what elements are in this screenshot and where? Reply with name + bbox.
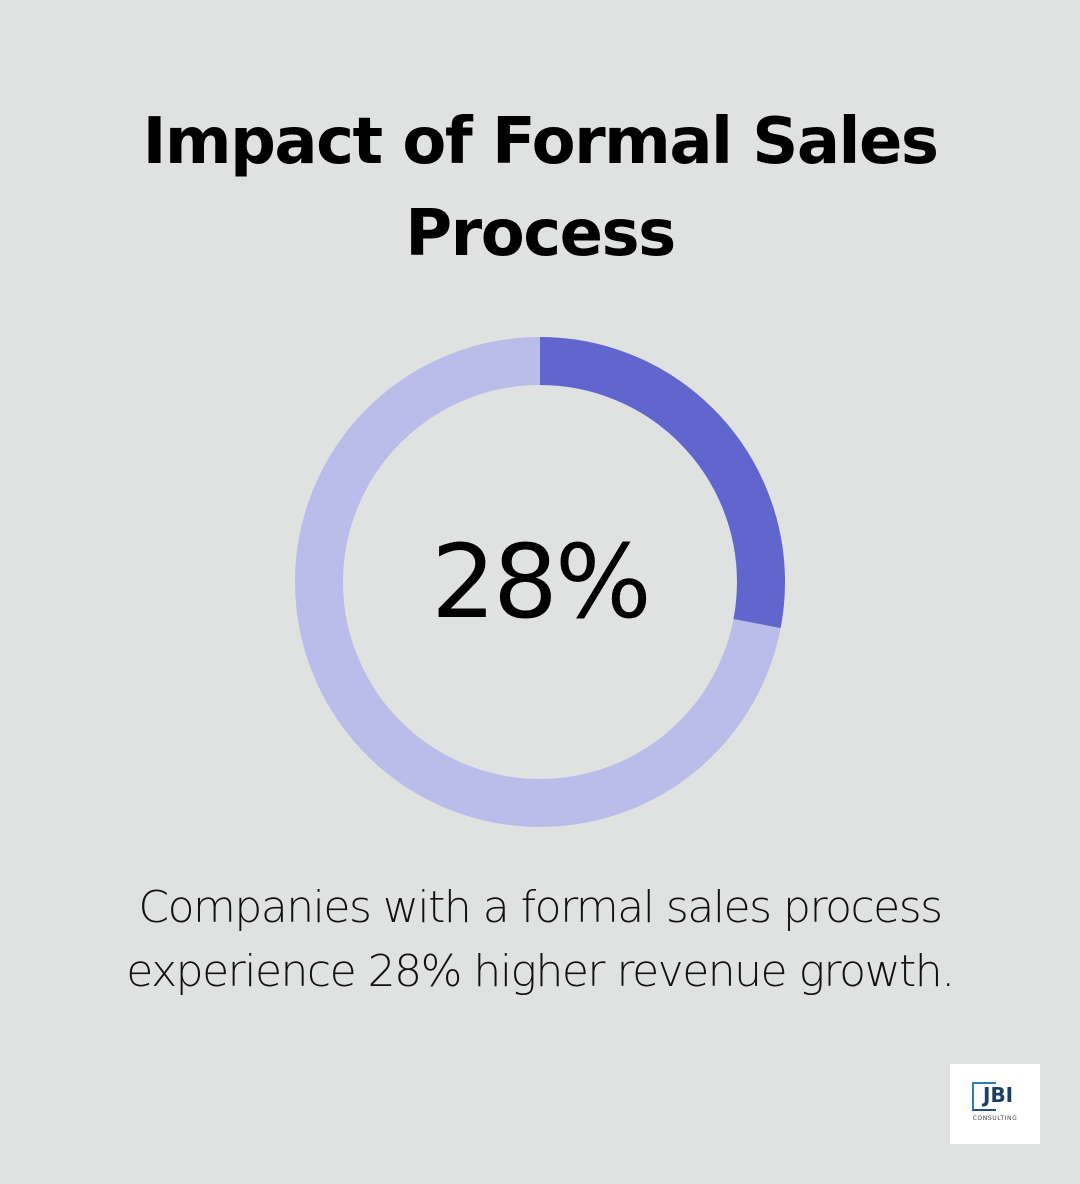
caption-line-1: Companies with a formal sales process [138,882,943,933]
logo-subtitle: CONSULTING [972,1115,1018,1122]
donut-svg [295,337,785,827]
logo-wordmark: JBI [983,1083,1014,1107]
caption: Companies with a formal sales process ex… [0,876,1080,1004]
donut-center-value: 28% [431,522,652,642]
title-line-1: Impact of Formal Sales [142,105,939,179]
logo-frame-icon [972,1082,996,1111]
jbi-consulting-logo: JBI CONSULTING [950,1064,1040,1144]
page-title: Impact of Formal Sales Process [0,96,1080,280]
caption-line-2: experience 28% higher revenue growth. [126,946,955,997]
title-line-2: Process [405,197,676,271]
donut-chart: 28% [295,337,785,827]
donut-highlight-segment [295,337,785,827]
